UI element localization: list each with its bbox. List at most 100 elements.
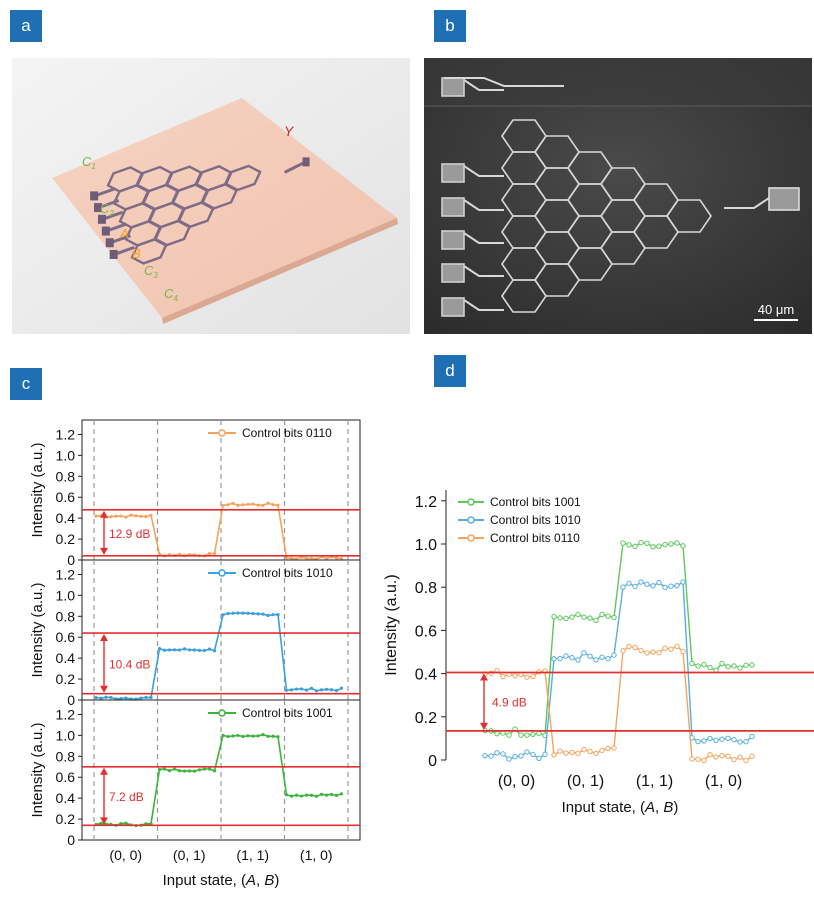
data-point xyxy=(494,750,500,756)
data-point xyxy=(563,653,569,659)
port-label: C1 xyxy=(82,154,96,171)
data-point xyxy=(139,696,143,700)
data-point xyxy=(251,502,255,506)
data-point xyxy=(94,696,98,700)
data-point xyxy=(319,688,324,692)
data-point xyxy=(119,821,123,826)
data-point xyxy=(334,689,339,693)
data-point xyxy=(593,657,599,663)
data-point xyxy=(695,663,701,669)
data-point xyxy=(304,556,309,560)
data-point xyxy=(581,746,587,753)
data-point xyxy=(271,613,275,617)
data-point xyxy=(530,673,536,680)
data-point xyxy=(605,613,611,619)
legend-label: Control bits 0110 xyxy=(490,531,580,545)
input-port xyxy=(101,226,110,236)
y-tick-label: 0.4 xyxy=(56,790,76,806)
data-point xyxy=(207,647,212,651)
data-point xyxy=(674,643,680,650)
data-point xyxy=(593,750,599,757)
data-point xyxy=(157,767,162,772)
data-point xyxy=(632,644,638,651)
y-tick-label: 1.0 xyxy=(56,447,76,463)
chart-d: 0 0.2 0.4 0.6 0.8 1.0 1.2 Intensity (a.u.) 4.9 d… xyxy=(383,490,814,816)
data-point xyxy=(557,615,563,621)
data-point xyxy=(620,584,626,590)
data-point xyxy=(271,503,275,507)
data-point xyxy=(587,748,593,755)
data-point xyxy=(144,515,148,519)
data-point xyxy=(276,503,280,507)
data-point xyxy=(650,583,656,589)
extinction-annotation: 12.9 dB xyxy=(109,527,150,541)
data-point xyxy=(680,648,686,655)
data-point xyxy=(221,733,225,738)
y-tick-label: 1.2 xyxy=(56,426,76,442)
data-point xyxy=(256,734,260,738)
data-point xyxy=(695,738,701,745)
data-point xyxy=(599,654,605,660)
data-point xyxy=(743,662,749,668)
data-point xyxy=(172,767,177,771)
data-point xyxy=(334,793,339,798)
data-point xyxy=(701,661,707,668)
data-point xyxy=(149,513,153,517)
data-point xyxy=(719,752,725,759)
data-point xyxy=(197,648,202,653)
chip-substrate xyxy=(52,98,397,318)
y-tick-label: 0.8 xyxy=(56,608,76,624)
port-label: A xyxy=(119,226,129,241)
data-point xyxy=(207,767,212,771)
output-label: Y xyxy=(284,123,295,139)
data-point xyxy=(124,696,128,700)
port-label: B xyxy=(132,246,141,261)
y-tick-label: 0.8 xyxy=(56,748,76,764)
data-point xyxy=(512,672,518,679)
data-point xyxy=(707,735,713,742)
data-point xyxy=(482,752,488,759)
data-point xyxy=(737,739,743,745)
data-point xyxy=(241,734,245,739)
data-point xyxy=(512,753,518,760)
data-point xyxy=(157,646,162,651)
data-point xyxy=(656,543,662,549)
data-point xyxy=(674,582,680,589)
data-point xyxy=(119,514,123,518)
data-point xyxy=(599,611,605,618)
data-point xyxy=(662,584,668,591)
data-point xyxy=(569,749,575,756)
data-point xyxy=(632,543,638,550)
y-tick-label: 1.2 xyxy=(56,566,76,582)
extinction-annotation: 7.2 dB xyxy=(109,790,144,804)
data-point xyxy=(737,754,743,760)
data-point xyxy=(251,611,255,616)
data-point xyxy=(304,793,309,797)
y-tick-label: 0 xyxy=(428,753,437,770)
data-point xyxy=(284,556,289,560)
data-point xyxy=(109,695,113,700)
data-point xyxy=(309,556,314,560)
panel-label-a: a xyxy=(10,10,42,42)
legend-label: Control bits 1001 xyxy=(242,706,333,720)
data-point xyxy=(557,748,563,754)
data-point xyxy=(289,794,294,798)
x-tick-label: (1, 1) xyxy=(236,847,269,863)
data-point xyxy=(309,686,314,690)
data-point xyxy=(575,750,581,757)
data-point xyxy=(725,753,731,759)
y-tick-label: 0.4 xyxy=(56,650,76,666)
data-point xyxy=(314,689,319,693)
y-axis-label: Intensity (a.u.) xyxy=(383,574,400,675)
data-point xyxy=(177,769,182,773)
data-point xyxy=(339,686,344,690)
input-port xyxy=(109,249,118,259)
data-point xyxy=(114,514,118,518)
data-point xyxy=(212,649,217,653)
data-point xyxy=(334,556,339,560)
scale-bar-label: 40 μm xyxy=(758,302,794,317)
data-point xyxy=(329,792,334,796)
sem-cell xyxy=(666,199,712,233)
data-point xyxy=(162,767,167,771)
data-point xyxy=(611,652,617,658)
